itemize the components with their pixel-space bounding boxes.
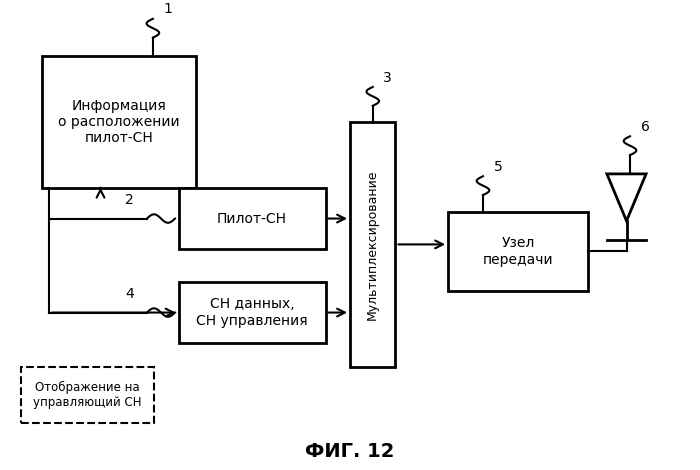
Text: ФИГ. 12: ФИГ. 12 bbox=[305, 442, 395, 461]
FancyBboxPatch shape bbox=[178, 188, 326, 249]
Text: Пилот-СН: Пилот-СН bbox=[217, 212, 287, 226]
FancyBboxPatch shape bbox=[448, 212, 588, 291]
Text: Узел
передачи: Узел передачи bbox=[483, 236, 553, 266]
Text: Мультиплексирование: Мультиплексирование bbox=[366, 169, 379, 320]
FancyBboxPatch shape bbox=[350, 122, 395, 367]
Text: Отображение на
управляющий СН: Отображение на управляющий СН bbox=[34, 381, 141, 409]
FancyBboxPatch shape bbox=[42, 56, 196, 188]
Text: 3: 3 bbox=[384, 70, 392, 85]
Text: 2: 2 bbox=[125, 193, 134, 207]
Text: СН данных,
СН управления: СН данных, СН управления bbox=[196, 298, 308, 328]
Text: 5: 5 bbox=[494, 160, 503, 174]
Text: 6: 6 bbox=[640, 120, 650, 134]
Text: 1: 1 bbox=[163, 2, 172, 16]
Text: Информация
о расположении
пилот-СН: Информация о расположении пилот-СН bbox=[58, 99, 180, 145]
FancyBboxPatch shape bbox=[178, 282, 326, 343]
FancyBboxPatch shape bbox=[21, 367, 154, 423]
Text: 4: 4 bbox=[125, 287, 134, 301]
